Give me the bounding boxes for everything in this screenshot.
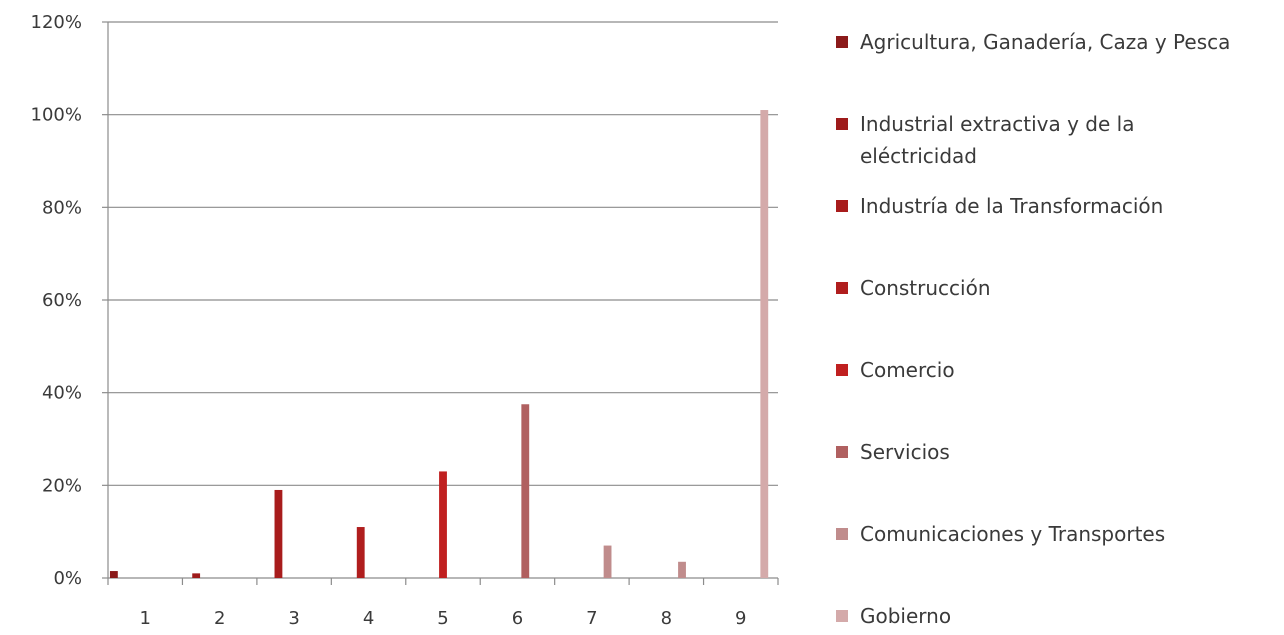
legend-swatch bbox=[836, 446, 848, 458]
bar bbox=[439, 471, 447, 578]
y-axis-tick-labels: 0% 20% 40% 60% 80% 100% 120% bbox=[31, 12, 82, 589]
legend-label: Industría de la Transformación bbox=[860, 194, 1163, 218]
x-tick-label: 9 bbox=[735, 608, 746, 629]
legend-label: eléctricidad bbox=[860, 144, 977, 168]
x-tick-label: 7 bbox=[586, 608, 597, 629]
x-axis-tick-labels: 1 2 3 4 5 6 7 8 9 bbox=[139, 608, 746, 629]
bar bbox=[274, 489, 283, 578]
legend-swatch bbox=[836, 610, 848, 622]
x-tick-label: 1 bbox=[139, 608, 150, 629]
bar bbox=[603, 545, 612, 578]
y-tick-label: 40% bbox=[42, 383, 82, 404]
legend-swatch bbox=[836, 36, 848, 48]
y-tick-label: 120% bbox=[31, 12, 82, 33]
y-tick-label: 0% bbox=[53, 568, 82, 589]
legend-label: Comercio bbox=[860, 358, 955, 382]
legend-label: Comunicaciones y Transportes bbox=[860, 522, 1165, 546]
legend: Agricultura, Ganadería, Caza y Pesca Indu… bbox=[836, 30, 1230, 628]
x-tick-label: 5 bbox=[437, 608, 448, 629]
gridlines bbox=[108, 21, 778, 486]
bars bbox=[109, 110, 769, 579]
bar bbox=[521, 404, 530, 578]
legend-swatch bbox=[836, 528, 848, 540]
x-tick-label: 3 bbox=[288, 608, 299, 629]
legend-swatch bbox=[836, 200, 848, 212]
legend-swatch bbox=[836, 364, 848, 376]
x-tick-label: 6 bbox=[512, 608, 523, 629]
bar bbox=[678, 561, 686, 578]
legend-swatch bbox=[836, 118, 848, 130]
x-tick-label: 2 bbox=[214, 608, 225, 629]
legend-label: Agricultura, Ganadería, Caza y Pesca bbox=[860, 30, 1230, 54]
legend-label: Servicios bbox=[860, 440, 950, 464]
bar bbox=[109, 571, 118, 578]
y-tick-label: 100% bbox=[31, 105, 82, 126]
bar bbox=[192, 573, 201, 578]
y-tick-label: 20% bbox=[42, 475, 82, 496]
axes bbox=[102, 21, 779, 585]
legend-swatch bbox=[836, 282, 848, 294]
legend-label: Industrial extractiva y de la bbox=[860, 112, 1134, 136]
bar bbox=[356, 527, 365, 578]
x-tick-label: 8 bbox=[661, 608, 672, 629]
x-tick-label: 4 bbox=[363, 608, 374, 629]
legend-label: Gobierno bbox=[860, 604, 951, 628]
legend-label: Construcción bbox=[860, 276, 991, 300]
bar bbox=[760, 110, 769, 579]
y-tick-label: 80% bbox=[42, 197, 82, 218]
y-tick-label: 60% bbox=[42, 290, 82, 311]
